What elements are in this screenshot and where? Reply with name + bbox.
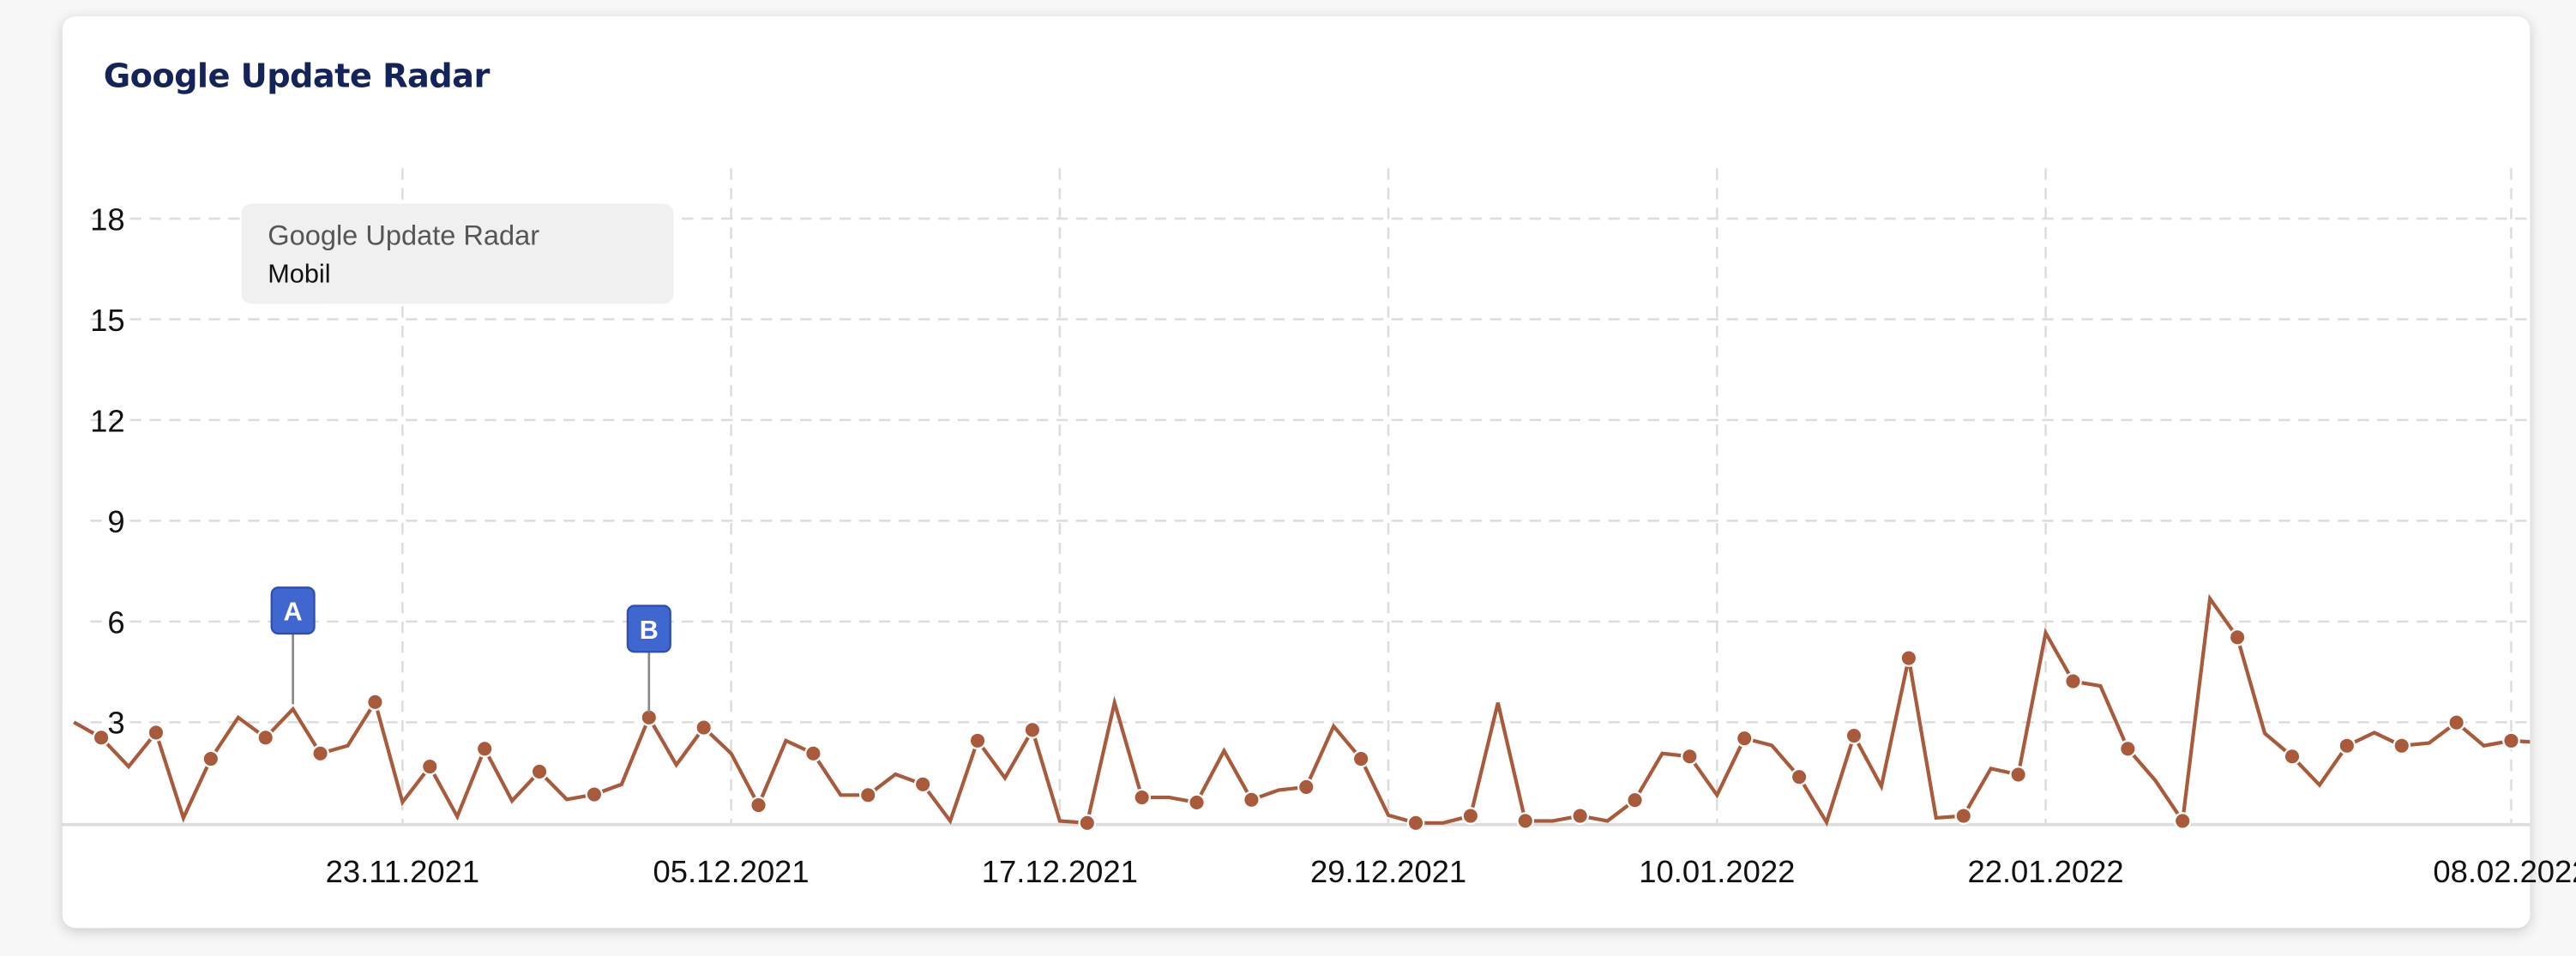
data-point: [968, 731, 987, 750]
annotation-marker-b: [626, 604, 671, 653]
y-tick-label: 3: [107, 706, 124, 741]
data-point: [1735, 729, 1754, 748]
x-tick-label: 22.01.2022: [1967, 854, 2123, 889]
data-point: [1516, 812, 1535, 830]
y-tick-label: 6: [107, 604, 124, 640]
legend-title: Google Update Radar: [268, 219, 540, 252]
legend-series: Mobil: [268, 261, 331, 290]
data-point: [1078, 814, 1097, 833]
data-point: [147, 724, 166, 742]
chart-tooltip-legend: Google Update Radar Mobil: [241, 203, 674, 304]
data-point: [1188, 793, 1206, 812]
data-point: [913, 775, 932, 794]
data-point: [2064, 672, 2082, 690]
data-point: [1133, 788, 1151, 807]
data-point: [749, 796, 767, 815]
data-point: [1243, 791, 1261, 809]
x-tick-label: 05.12.2021: [653, 854, 810, 889]
y-tick-label: 15: [90, 303, 124, 338]
data-point: [366, 693, 384, 712]
data-point: [1297, 778, 1315, 797]
data-point: [2283, 747, 2302, 766]
data-point: [1899, 649, 1918, 667]
x-tick-label: 10.01.2022: [1639, 854, 1795, 889]
data-point: [2392, 737, 2411, 755]
data-point: [2119, 739, 2137, 758]
data-point: [858, 785, 877, 804]
data-point: [202, 749, 220, 768]
data-point: [1406, 814, 1425, 833]
data-point: [1571, 807, 1589, 825]
data-point: [585, 785, 604, 803]
x-tick-label: 23.11.2021: [326, 854, 479, 889]
data-point: [695, 719, 713, 737]
data-point: [1845, 726, 1863, 745]
x-tick-label: 08.02.2022: [2433, 854, 2576, 889]
data-point: [1790, 767, 1809, 786]
data-point: [475, 739, 494, 758]
data-point: [2009, 766, 2027, 784]
data-point: [1626, 791, 1644, 809]
data-point: [2502, 731, 2520, 750]
data-point: [1461, 807, 1480, 825]
annotation-label: A: [284, 598, 303, 627]
data-point: [1954, 807, 1973, 825]
data-point: [420, 757, 439, 776]
data-point: [311, 744, 329, 763]
data-point: [2228, 628, 2247, 646]
data-point: [92, 729, 111, 747]
data-point: [530, 762, 549, 781]
y-tick-label: 18: [90, 201, 124, 237]
annotation-marker-a: [270, 586, 316, 635]
card-title: Google Update Radar: [103, 56, 491, 96]
x-tick-label: 29.12.2021: [1310, 854, 1466, 889]
x-tick-label: 17.12.2021: [982, 854, 1138, 889]
data-point: [2338, 737, 2356, 755]
data-point: [804, 744, 822, 763]
data-point: [1681, 747, 1699, 766]
data-point: [2447, 713, 2465, 732]
y-tick-label: 9: [107, 504, 124, 539]
data-point: [1351, 749, 1370, 768]
annotation-label: B: [640, 616, 659, 645]
data-point: [1023, 721, 1042, 739]
data-point: [256, 729, 275, 747]
series-mobil: [73, 593, 2531, 833]
y-tick-label: 12: [90, 403, 124, 438]
data-point: [2173, 812, 2192, 830]
